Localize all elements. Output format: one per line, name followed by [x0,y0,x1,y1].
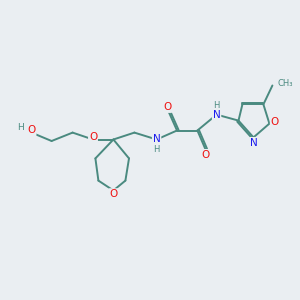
Text: O: O [201,150,210,160]
Text: CH₃: CH₃ [278,79,293,88]
Text: O: O [89,132,97,142]
Text: N: N [250,138,258,148]
Text: O: O [163,102,171,112]
Text: N: N [213,110,220,120]
Text: O: O [109,189,118,199]
Text: O: O [271,117,279,127]
Text: H: H [153,146,160,154]
Text: N: N [153,134,160,144]
Text: H: H [18,123,24,132]
Text: H: H [213,101,220,110]
Text: O: O [27,125,36,135]
